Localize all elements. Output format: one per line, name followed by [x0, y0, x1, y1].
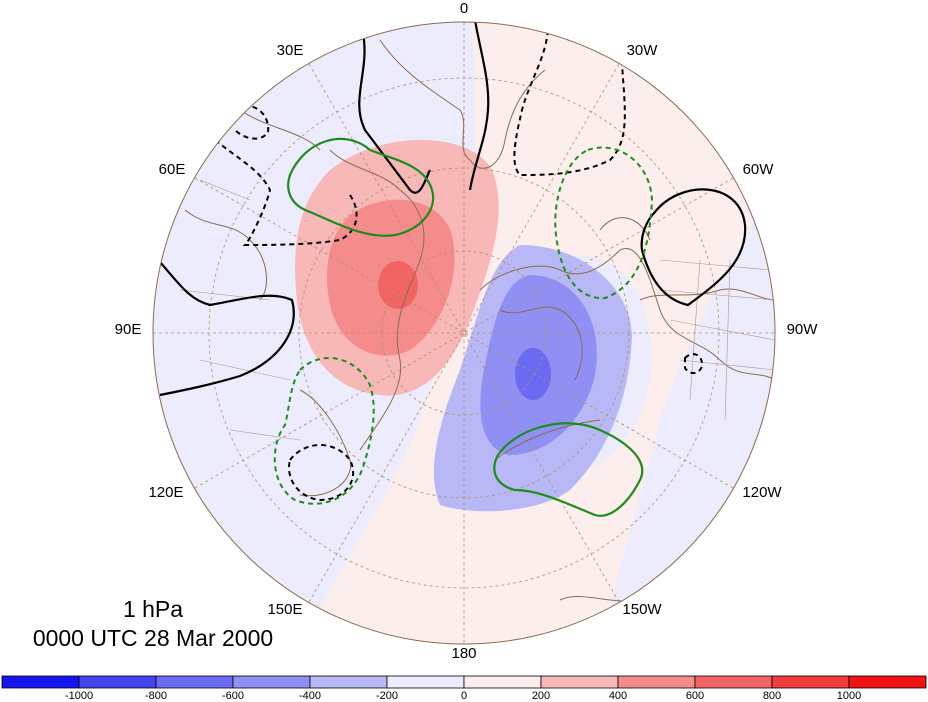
map-title: 1 hPa 0000 UTC 28 Mar 2000: [33, 596, 273, 651]
colorbar-tick-label: 800: [763, 690, 781, 702]
level-label: 1 hPa: [123, 596, 183, 622]
colorbar-tick-label: -600: [222, 690, 244, 702]
lon-label-120w: 120W: [742, 484, 782, 501]
colorbar-box-5: [386, 675, 465, 689]
lon-label-150w: 150W: [622, 601, 662, 618]
black-solid-contours: [159, 22, 747, 397]
lon-label-150e: 150E: [267, 601, 302, 618]
colorbar-box-8: [617, 675, 696, 689]
graticule: [153, 22, 775, 644]
colorbar-tick-label: 600: [686, 690, 704, 702]
lon-label-30e: 30E: [277, 42, 304, 59]
valid-time-label: 0000 UTC 28 Mar 2000: [33, 625, 273, 651]
colorbar-box-10: [771, 675, 850, 689]
lon-label-30w: 30W: [627, 42, 659, 59]
longitude-labels: 0 30W 60W 90W 120W 150W 180 150E 120E 90…: [115, 0, 819, 662]
colorbar-box-4: [309, 675, 388, 689]
colorbar-box-11: [848, 675, 927, 689]
colorbar-box-6: [463, 675, 542, 689]
borders: [179, 179, 775, 441]
colorbar-box-9: [694, 675, 773, 689]
colorbar-tick-label: -400: [299, 690, 321, 702]
colorbar-box-2: [155, 675, 234, 689]
colorbar-tick-label: 400: [609, 690, 627, 702]
lon-label-120e: 120E: [148, 484, 183, 501]
lon-label-180: 180: [451, 645, 476, 662]
colorbar-box-0: [1, 675, 80, 689]
colorbar: -1000 -800 -600 -400 -200 0 200 400 600 800 1000: [1, 675, 927, 702]
lon-label-60w: 60W: [743, 161, 775, 178]
colorbar-tick-label: 0: [461, 690, 467, 702]
colorbar-box-1: [78, 675, 157, 689]
lon-label-60e: 60E: [159, 161, 186, 178]
colorbar-tick-label: -800: [145, 690, 167, 702]
lon-label-90e: 90E: [115, 321, 142, 338]
colorbar-tick-label: 200: [532, 690, 550, 702]
colorbar-tick-label: 1000: [837, 690, 861, 702]
colorbar-box-7: [540, 675, 619, 689]
colorbar-box-3: [232, 675, 311, 689]
coastlines: [184, 39, 775, 602]
map-boundary: [152, 21, 776, 645]
lon-label-0: 0: [460, 0, 468, 17]
colorbar-tick-label: -200: [376, 690, 398, 702]
green-dashed-contours: [273, 146, 654, 505]
colorbar-tick-label: -1000: [65, 690, 93, 702]
lon-label-90w: 90W: [787, 321, 819, 338]
green-solid-contours: [287, 137, 644, 517]
negative-anomaly-600: [515, 348, 551, 400]
black-dashed-contours: [214, 29, 704, 502]
